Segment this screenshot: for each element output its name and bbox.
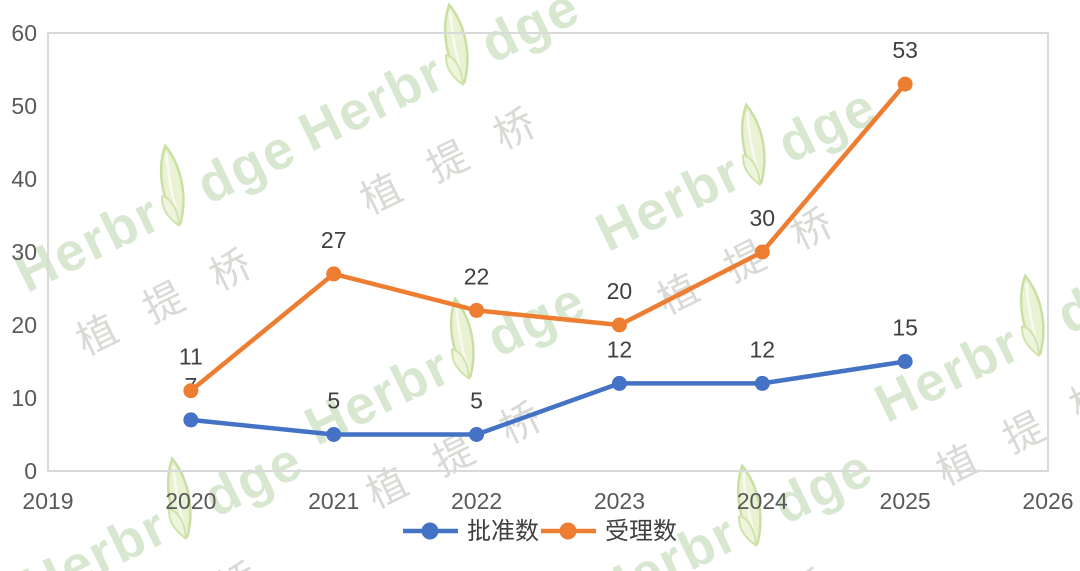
data-point xyxy=(183,383,199,399)
y-tick-label: 0 xyxy=(24,458,37,484)
data-label: 15 xyxy=(892,315,918,341)
y-tick-label: 50 xyxy=(11,93,37,119)
data-point xyxy=(754,244,770,260)
legend-marker xyxy=(559,522,577,540)
data-label: 12 xyxy=(749,336,775,362)
data-point xyxy=(469,427,485,442)
x-tick-label: 2024 xyxy=(737,488,788,514)
y-tick-label: 30 xyxy=(11,239,37,265)
x-tick-label: 2023 xyxy=(594,488,645,514)
data-point xyxy=(469,302,485,318)
legend-label: 受理数 xyxy=(605,518,677,545)
data-label: 5 xyxy=(327,388,340,414)
legend-item: 批准数 xyxy=(403,518,539,545)
data-point xyxy=(183,412,199,428)
data-point xyxy=(754,375,770,391)
x-tick-label: 2021 xyxy=(308,488,359,514)
legend-marker xyxy=(421,522,439,540)
series-line-批准数 xyxy=(190,359,906,437)
data-label: 30 xyxy=(749,205,775,231)
legend-label: 批准数 xyxy=(467,518,539,545)
y-tick-label: 40 xyxy=(11,166,37,192)
series-line-受理数 xyxy=(189,82,907,393)
data-point xyxy=(611,375,627,391)
legend-item: 受理数 xyxy=(541,518,677,545)
data-label: 22 xyxy=(464,263,490,289)
data-label: 20 xyxy=(607,278,633,304)
data-point xyxy=(326,427,342,442)
data-point xyxy=(326,266,342,282)
x-tick-label: 2020 xyxy=(165,488,216,514)
y-tick-label: 20 xyxy=(11,312,37,338)
y-tick-label: 10 xyxy=(11,385,37,411)
x-tick-label: 2025 xyxy=(880,488,931,514)
x-tick-label: 2019 xyxy=(22,488,73,514)
data-label: 11 xyxy=(179,344,203,370)
plot-border xyxy=(47,32,1049,472)
x-tick-label: 2022 xyxy=(451,488,502,514)
data-point xyxy=(897,354,913,369)
data-label: 27 xyxy=(321,227,347,253)
y-tick-label: 60 xyxy=(11,20,37,46)
data-label: 5 xyxy=(470,388,483,414)
data-label: 53 xyxy=(892,37,918,63)
data-point xyxy=(897,76,913,92)
x-tick-label: 2026 xyxy=(1022,488,1073,514)
data-label: 12 xyxy=(607,336,633,362)
data-point xyxy=(611,317,627,333)
